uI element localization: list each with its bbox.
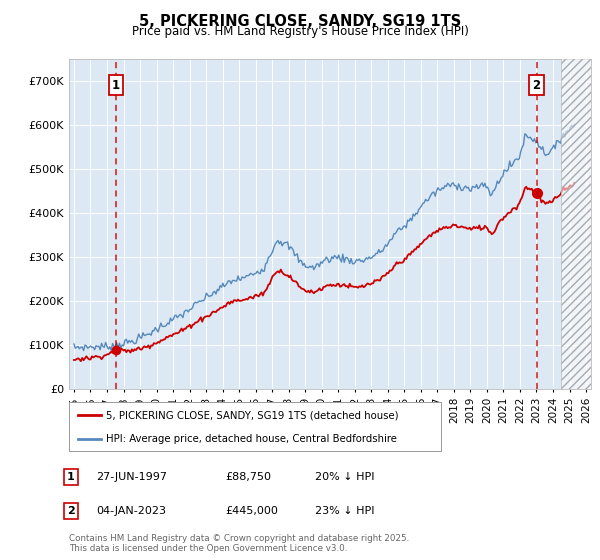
- Text: 5, PICKERING CLOSE, SANDY, SG19 1TS: 5, PICKERING CLOSE, SANDY, SG19 1TS: [139, 14, 461, 29]
- Text: Price paid vs. HM Land Registry's House Price Index (HPI): Price paid vs. HM Land Registry's House …: [131, 25, 469, 38]
- Text: HPI: Average price, detached house, Central Bedfordshire: HPI: Average price, detached house, Cent…: [106, 434, 397, 444]
- Text: Contains HM Land Registry data © Crown copyright and database right 2025.
This d: Contains HM Land Registry data © Crown c…: [69, 534, 409, 553]
- Text: 23% ↓ HPI: 23% ↓ HPI: [315, 506, 374, 516]
- Text: 27-JUN-1997: 27-JUN-1997: [96, 472, 167, 482]
- Text: 2: 2: [67, 506, 74, 516]
- Text: 1: 1: [67, 472, 74, 482]
- Text: 2: 2: [533, 79, 541, 92]
- Text: 04-JAN-2023: 04-JAN-2023: [96, 506, 166, 516]
- Text: £88,750: £88,750: [225, 472, 271, 482]
- Text: 20% ↓ HPI: 20% ↓ HPI: [315, 472, 374, 482]
- Text: £445,000: £445,000: [225, 506, 278, 516]
- Text: 5, PICKERING CLOSE, SANDY, SG19 1TS (detached house): 5, PICKERING CLOSE, SANDY, SG19 1TS (det…: [106, 410, 399, 421]
- Text: 1: 1: [112, 79, 120, 92]
